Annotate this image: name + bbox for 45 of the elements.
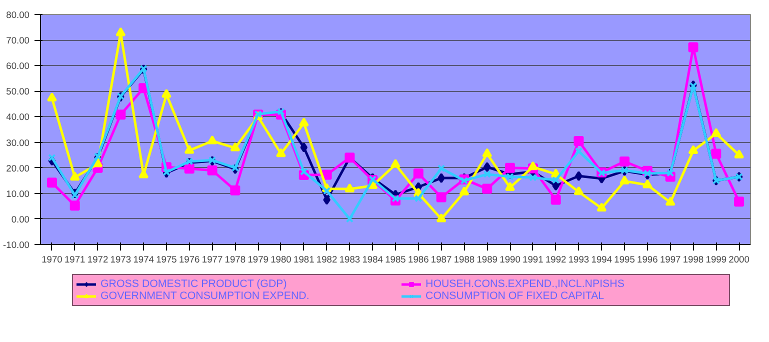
x-tick-label: 1978 xyxy=(224,254,246,264)
x-tick-label: 1985 xyxy=(385,254,406,264)
x-tick-label: 1986 xyxy=(408,254,429,264)
x-tick-label: 1971 xyxy=(64,254,86,264)
x-tick-label: 1991 xyxy=(522,254,544,264)
x-tick-label: 1982 xyxy=(316,254,338,264)
legend-label: HOUSEH.CONS.EXPEND.,INCL.NPISHS xyxy=(426,278,626,290)
x-tick-label: 1995 xyxy=(614,254,635,264)
y-tick-label: 20.00 xyxy=(6,163,30,174)
x-tick-label: 1980 xyxy=(270,254,292,264)
y-tick-label: 50.00 xyxy=(6,86,30,97)
y-tick-label: 30.00 xyxy=(6,138,30,148)
legend-label: GOVERNMENT CONSUMPTION EXPEND. xyxy=(100,290,310,302)
y-tick-label: 60.00 xyxy=(6,61,30,72)
x-tick-label: 1998 xyxy=(682,254,704,264)
x-tick-label: 1987 xyxy=(430,254,452,264)
y-tick-label: -10.00 xyxy=(3,240,30,250)
x-tick-label: 1970 xyxy=(42,254,62,264)
x-tick-label: 1973 xyxy=(110,254,132,264)
x-tick-label: 1972 xyxy=(87,254,108,264)
x-tick-label: 1975 xyxy=(156,254,177,264)
x-tick-label: 1992 xyxy=(545,254,566,264)
x-tick-label: 1974 xyxy=(133,254,154,264)
x-tick-label: 2000 xyxy=(728,254,750,264)
y-tick-label: 80.00 xyxy=(6,10,30,20)
x-tick-label: 1984 xyxy=(362,254,383,264)
x-tick-label: 1981 xyxy=(294,254,314,264)
x-tick-label: 1996 xyxy=(637,254,658,264)
x-tick-label: 1976 xyxy=(178,254,200,264)
legend-label: GROSS DOMESTIC PRODUCT (GDP) xyxy=(100,278,288,290)
y-tick-label: 40.00 xyxy=(6,112,30,122)
x-tick-label: 1997 xyxy=(660,254,681,264)
x-tick-label: 1989 xyxy=(476,254,498,264)
x-tick-label: 1994 xyxy=(591,254,612,264)
x-tick-label: 1979 xyxy=(248,254,268,264)
x-tick-label: 1988 xyxy=(454,254,475,264)
y-tick-label: 70.00 xyxy=(6,36,30,46)
y-tick-label: 0.00 xyxy=(11,214,30,224)
x-tick-label: 1977 xyxy=(202,254,223,264)
x-tick-label: 1983 xyxy=(339,254,360,264)
x-tick-label: 1993 xyxy=(568,254,590,264)
y-tick-label: 10.00 xyxy=(6,188,30,199)
legend-label: CONSUMPTION OF FIXED CAPITAL xyxy=(426,290,606,302)
x-tick-label: 1990 xyxy=(500,254,520,264)
x-tick-label: 1999 xyxy=(706,254,727,264)
